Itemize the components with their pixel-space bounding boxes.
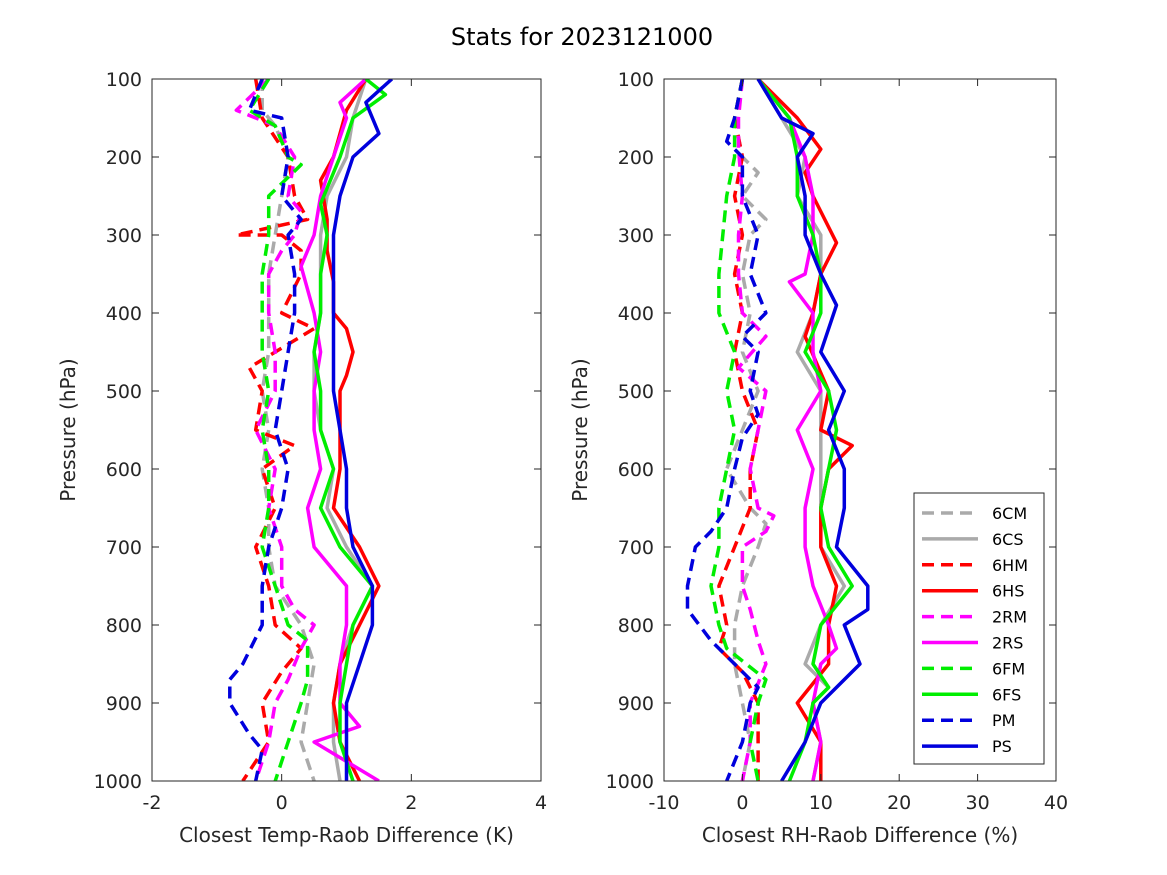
x-tick-label: 20 (887, 792, 911, 814)
x-tick-label: 4 (535, 792, 547, 814)
series-line-6hs (756, 79, 854, 781)
x-tick-label: 30 (966, 792, 990, 814)
y-tick-label: 1000 (606, 771, 654, 793)
figure-title: Stats for 2023121000 (451, 23, 713, 51)
y-tick-label: 600 (106, 459, 142, 481)
series-line-6cm (260, 79, 316, 781)
legend-label-6fs: 6FS (992, 685, 1021, 704)
axes-box (663, 78, 1057, 782)
y-tick-label: 900 (106, 693, 142, 715)
y-tick-label: 300 (618, 225, 654, 247)
x-tick-label: -2 (143, 792, 162, 814)
y-tick-label: 600 (618, 459, 654, 481)
series-group (228, 79, 394, 781)
series-line-pm (228, 79, 303, 781)
x-axis-label: Closest Temp-Raob Difference (K) (179, 823, 514, 847)
y-tick-label: 1000 (94, 771, 142, 793)
x-axis-label: Closest RH-Raob Difference (%) (702, 823, 1018, 847)
legend-label-6cm: 6CM (992, 504, 1027, 523)
y-tick-label: 400 (618, 303, 654, 325)
legend-label-pm: PM (992, 711, 1015, 730)
series-line-6hm (234, 79, 316, 781)
y-tick-label: 100 (618, 69, 654, 91)
y-tick-label: 500 (618, 381, 654, 403)
x-tick-label: -10 (648, 792, 679, 814)
right-panel-rh: -10 0 10 20 30 40 100 200 300 400 500 600 700 800 900 1… (568, 69, 1068, 847)
legend-label-6hs: 6HS (992, 582, 1024, 601)
legend-label-6fm: 6FM (992, 659, 1025, 678)
series-line-6cm (724, 79, 768, 781)
y-axis-label: Pressure (hPa) (56, 358, 80, 501)
series-line-6fs (312, 79, 388, 781)
y-tick-label: 500 (106, 381, 142, 403)
y-tick-label: 800 (618, 615, 654, 637)
x-tick-label: 40 (1044, 792, 1068, 814)
series-line-2rm (736, 79, 776, 781)
y-tick-label: 300 (106, 225, 142, 247)
y-axis-label: Pressure (hPa) (568, 358, 592, 501)
series-group (685, 79, 870, 781)
legend-label-2rm: 2RM (992, 608, 1027, 627)
y-tick-label: 700 (618, 537, 654, 559)
y-tick-label: 200 (618, 147, 654, 169)
left-panel-temp: -2 0 2 4 100 200 300 400 500 600 700 800 900 1000 Clos… (56, 69, 547, 847)
y-tick-label: 800 (106, 615, 142, 637)
y-tick-label: 900 (618, 693, 654, 715)
series-line-pm (685, 79, 768, 781)
series-line-ps (331, 79, 394, 781)
y-tick-label: 100 (106, 69, 142, 91)
y-tick-label: 400 (106, 303, 142, 325)
x-tick-label: 10 (809, 792, 833, 814)
y-tick-label: 200 (106, 147, 142, 169)
series-line-ps (756, 79, 870, 781)
series-line-6fs (756, 79, 854, 781)
legend-box (913, 492, 1045, 765)
x-tick-label: 2 (405, 792, 417, 814)
series-line-6fm (709, 79, 768, 781)
series-line-2rs (756, 79, 839, 781)
axes-box (151, 78, 542, 782)
legend: 6CM 6CS 6HM 6HS 2RM 2RS 6FM 6FS PM PS (913, 492, 1045, 765)
x-tick-label: 0 (276, 792, 288, 814)
y-tick-label: 700 (106, 537, 142, 559)
legend-label-6hm: 6HM (992, 556, 1028, 575)
legend-label-ps: PS (992, 737, 1012, 756)
series-line-2rm (234, 79, 316, 781)
series-line-2rs (299, 79, 380, 781)
legend-label-6cs: 6CS (992, 530, 1024, 549)
legend-label-2rs: 2RS (992, 634, 1023, 653)
x-tick-label: 0 (736, 792, 748, 814)
